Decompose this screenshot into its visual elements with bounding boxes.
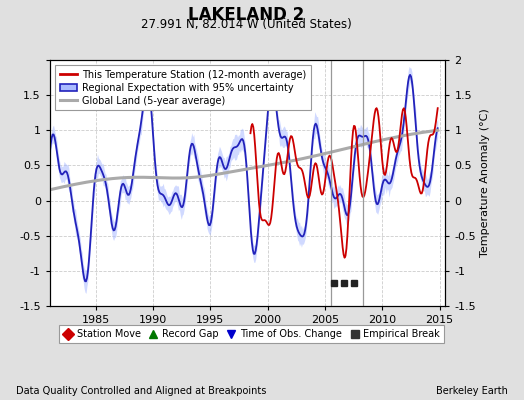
Text: Berkeley Earth: Berkeley Earth bbox=[436, 386, 508, 396]
Text: 27.991 N, 82.014 W (United States): 27.991 N, 82.014 W (United States) bbox=[141, 18, 352, 31]
Legend: This Temperature Station (12-month average), Regional Expectation with 95% uncer: This Temperature Station (12-month avera… bbox=[54, 65, 311, 110]
Text: LAKELAND 2: LAKELAND 2 bbox=[188, 6, 304, 24]
Legend: Station Move, Record Gap, Time of Obs. Change, Empirical Break: Station Move, Record Gap, Time of Obs. C… bbox=[59, 325, 444, 343]
Y-axis label: Temperature Anomaly (°C): Temperature Anomaly (°C) bbox=[480, 109, 490, 257]
Text: Data Quality Controlled and Aligned at Breakpoints: Data Quality Controlled and Aligned at B… bbox=[16, 386, 266, 396]
